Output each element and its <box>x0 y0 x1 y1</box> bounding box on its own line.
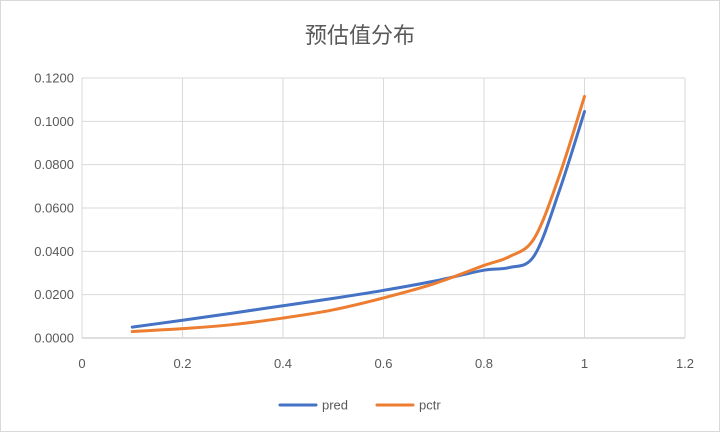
series-lines <box>130 94 586 333</box>
y-tick-label: 0.0000 <box>34 331 74 346</box>
tick-labels: 0.0000 0.0200 0.0400 0.0600 0.0800 0.1000 0.12… <box>34 71 694 372</box>
y-tick-label: 0.1000 <box>34 114 74 129</box>
y-tick-label: 0.0800 <box>34 157 74 172</box>
x-tick-label: 1 <box>581 356 588 371</box>
chart-title: 预估值分布 <box>305 24 415 49</box>
x-tick-label: 0.6 <box>374 356 392 371</box>
y-tick-label: 0.0200 <box>34 287 74 302</box>
x-tick-label: 1.2 <box>676 356 694 371</box>
y-tick-label: 0.0400 <box>34 244 74 259</box>
legend: pred pctr <box>278 398 441 413</box>
x-tick-label: 0.2 <box>173 356 191 371</box>
series-line-pred <box>130 110 586 329</box>
legend-label-pctr: pctr <box>419 398 441 413</box>
x-tick-label: 0 <box>78 356 85 371</box>
y-tick-label: 0.0600 <box>34 201 74 216</box>
grid-lines <box>81 77 686 339</box>
x-tick-label: 0.4 <box>274 356 292 371</box>
legend-label-pred: pred <box>322 398 348 413</box>
series-line-pctr <box>130 94 586 333</box>
x-tick-label: 0.8 <box>475 356 493 371</box>
y-tick-label: 0.1200 <box>34 71 74 86</box>
